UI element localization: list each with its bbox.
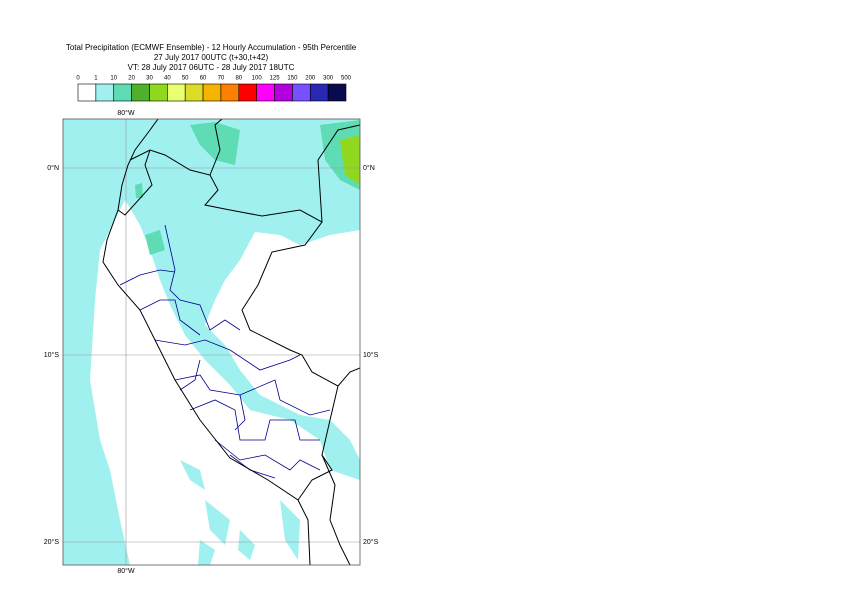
lat-label: 0°N xyxy=(363,164,375,172)
colorbar-label: 60 xyxy=(200,76,207,82)
colorbar-label: 70 xyxy=(218,76,225,82)
colorbar-label: 100 xyxy=(252,76,263,82)
colorbar-label: 300 xyxy=(323,76,334,82)
lon-label: 80°W xyxy=(117,109,135,117)
precip-areas xyxy=(63,119,360,565)
colorbar-swatch xyxy=(238,83,257,102)
colorbar-label: 30 xyxy=(146,76,153,82)
map-area xyxy=(63,119,360,565)
colorbar-swatch xyxy=(167,83,186,102)
colorbar-label: 50 xyxy=(182,76,189,82)
run-time: 27 July 2017 00UTC (t+30,t+42) xyxy=(154,53,269,62)
coastline-and-borders xyxy=(102,119,360,565)
colorbar-swatch xyxy=(184,83,204,102)
colorbar-label: 200 xyxy=(305,76,316,82)
colorbar-swatch xyxy=(327,83,347,102)
lon-label: 80°W xyxy=(117,567,135,575)
colorbar-swatch xyxy=(202,83,222,102)
colorbar-label: 10 xyxy=(110,76,117,82)
colorbar-label: 80 xyxy=(235,76,242,82)
lat-label: 0°N xyxy=(47,164,59,172)
colorbar-label: 150 xyxy=(287,76,298,82)
colorbar-swatch xyxy=(131,83,150,102)
colorbar: 0 1 10 20 30 40 50 60 70 80 100 125 150 200 300 500 xyxy=(76,76,352,102)
lat-label: 10°S xyxy=(363,351,379,359)
colorbar-label: 1 xyxy=(94,76,98,82)
valid-time: VT: 28 July 2017 06UTC - 28 July 2017 18… xyxy=(128,63,295,72)
colorbar-label: 40 xyxy=(164,76,171,82)
colorbar-swatch xyxy=(292,83,311,102)
graticule xyxy=(63,119,360,565)
colorbar-label: 125 xyxy=(270,76,281,82)
map-frame xyxy=(62,118,361,566)
colorbar-label: 0 xyxy=(76,76,80,82)
colorbar-swatch xyxy=(220,83,240,102)
colorbar-swatch xyxy=(95,83,115,102)
colorbar-swatch xyxy=(309,83,329,102)
colorbar-swatch xyxy=(256,83,275,102)
colorbar-swatch xyxy=(113,83,132,102)
title: Total Precipitation (ECMWF Ensemble) - 1… xyxy=(66,43,357,52)
colorbar-swatch xyxy=(149,83,168,102)
colorbar-label: 20 xyxy=(128,76,135,82)
precip-heavy xyxy=(135,120,360,255)
colorbar-swatch xyxy=(77,83,97,102)
colorbar-label: 500 xyxy=(341,76,352,82)
lat-label: 20°S xyxy=(363,538,379,546)
lat-label: 20°S xyxy=(44,538,60,546)
lat-label: 10°S xyxy=(44,351,60,359)
colorbar-swatch xyxy=(274,83,293,102)
